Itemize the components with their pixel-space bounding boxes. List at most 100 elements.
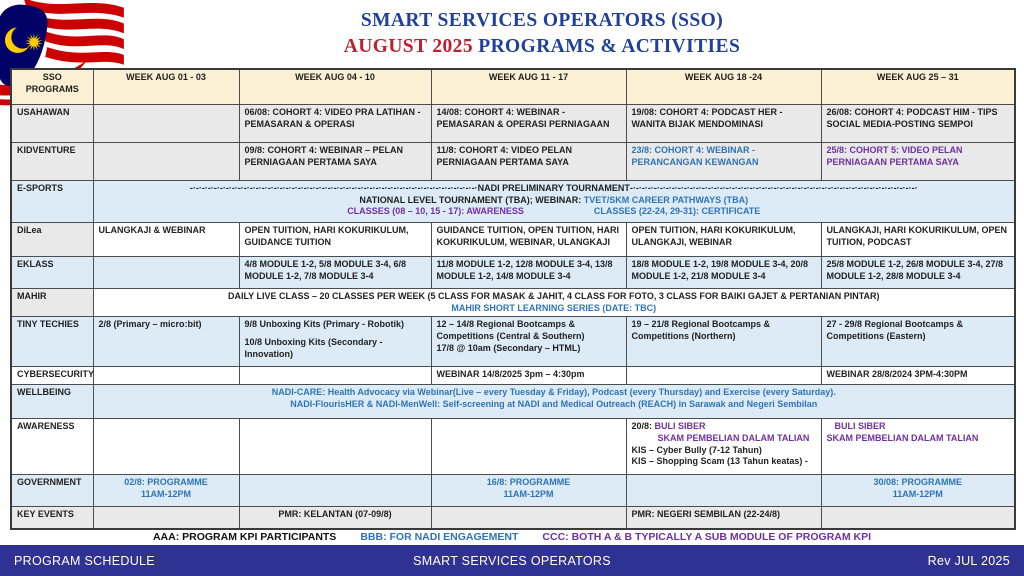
week-cell [820, 506, 1016, 530]
text-run: PMR: NEGERI SEMBILAN (22-24/8) [631, 509, 781, 520]
week-cell: 12 – 14/8 Regional Bootcamps & Competiti… [430, 316, 627, 368]
cell-line: 25/8: COHORT 5: VIDEO PELAN PERNIAGAAN P… [827, 145, 1010, 168]
week-cell: WEBINAR 28/8/2024 3PM-4:30PM [820, 366, 1016, 386]
cell-line: 19 – 21/8 Regional Bootcamps & Competiti… [632, 319, 816, 342]
week-cell: 2/8 (Primary – micro:bit) [92, 316, 240, 368]
table-row: KEY EVENTS PMR: KELANTAN (07-09/8) PMR: NE… [10, 506, 1016, 530]
text-run: WEBINAR 14/8/2025 3pm – 4:30pm [436, 369, 585, 380]
week-cell [625, 366, 822, 386]
cell-line: 11/8 MODULE 1-2, 12/8 MODULE 3-4, 13/8 M… [437, 259, 621, 282]
table-row: CYBERSECURITY WEBINAR 14/8/2025 3pm – 4:3… [10, 366, 1016, 386]
text-run: SKAM PEMBELIAN DALAM TALIAN [657, 433, 810, 444]
table-row: EKLASS 4/8 MODULE 1-2, 5/8 MODULE 3-4, 6/… [10, 256, 1016, 289]
program-label: WELLBEING [10, 384, 94, 420]
text-run: 18/8 MODULE 1-2, 19/8 MODULE 3-4, 20/8 M… [631, 259, 809, 281]
text-run: 14/08: COHORT 4: WEBINAR - PEMASARAN & O… [436, 107, 610, 129]
cell-line: WEBINAR 14/8/2025 3pm – 4:30pm [437, 369, 621, 381]
text-run: NADI-CARE: Health Advocacy via Webinar(L… [271, 387, 836, 398]
cell-line: BULI SIBER [827, 421, 1010, 433]
week-cell: 25/8 MODULE 1-2, 26/8 MODULE 3-4, 27/8 M… [820, 256, 1016, 289]
cell-line: 20/8: BULI SIBER [632, 421, 816, 433]
column-header: WEEK AUG 18 -24 [625, 68, 822, 105]
program-label: E-SPORTS [10, 180, 94, 223]
cell-line: 9/8 Unboxing Kits (Primary - Robotik) [245, 319, 426, 331]
text-run: WEBINAR 28/8/2024 3PM-4:30PM [826, 369, 968, 380]
text-run: 2/8 (Primary – micro:bit) [98, 319, 202, 330]
table-row: MAHIR DAILY LIVE CLASS – 20 CLASSES PER W… [10, 287, 1016, 318]
program-label: EKLASS [10, 256, 94, 289]
cell-line: 17/8 @ 10am (Secondary – HTML) [437, 343, 621, 355]
program-label: TINY TECHIES [10, 316, 94, 368]
week-cell: GUIDANCE TUITION, OPEN TUITION, HARI KOK… [430, 222, 627, 257]
cell-line: NADI-FlourisHER & NADI-MenWell: Self-scr… [99, 399, 1010, 411]
week-cell [92, 506, 240, 530]
week-cell: PMR: NEGERI SEMBILAN (22-24/8) [625, 506, 822, 530]
table-row: DiLea ULANGKAJI & WEBINAR OPEN TUITION, HA… [10, 222, 1016, 257]
text-run: BULI SIBER [654, 421, 706, 432]
cell-line: SKAM PEMBELIAN DALAM TALIAN [827, 433, 1010, 445]
text-run: -·-·-·-·-·-·-·-·-·-·-·-·-·-·-·-·-·-·-·-·… [189, 183, 478, 193]
table-row: AWARENESS 20/8: BULI SIBER SKAM PEMBELIAN … [10, 418, 1016, 476]
text-run: 19 – 21/8 Regional Bootcamps & Competiti… [631, 319, 771, 342]
week-cell [92, 142, 240, 181]
week-cell: 11/8: COHORT 4: VIDEO PELAN PERNIAGAAN P… [430, 142, 627, 181]
text-run: 11AM-12PM [140, 489, 192, 500]
cell-line: 30/08: PROGRAMME [827, 477, 1010, 489]
text-run: 02/8: PROGRAMME [124, 477, 208, 488]
week-cell: 27 - 29/8 Regional Bootcamps & Competiti… [820, 316, 1016, 368]
text-run: 16/8: PROGRAMME [486, 477, 571, 488]
cell-line: 19/08: COHORT 4: PODCAST HER - WANITA BI… [632, 107, 816, 130]
text-run: DAILY LIVE CLASS – 20 CLASSES PER WEEK (… [227, 291, 880, 301]
text-run: 17/8 @ 10am (Secondary – HTML) [436, 342, 581, 353]
week-cell [430, 506, 627, 530]
text-run: 12 – 14/8 Regional Bootcamps & Competiti… [436, 319, 585, 342]
program-label: GOVERNMENT [10, 474, 94, 508]
cell-line: PMR: NEGERI SEMBILAN (22-24/8) [632, 509, 816, 521]
text-run: 09/8: COHORT 4: WEBINAR – PELAN PERNIAGA… [244, 145, 404, 167]
week-cell: 9/8 Unboxing Kits (Primary - Robotik) 10/… [238, 316, 432, 368]
week-cell: 14/08: COHORT 4: WEBINAR - PEMASARAN & O… [430, 104, 627, 143]
week-cell [238, 418, 432, 476]
text-run: KIS – Cyber Bully (7-12 Tahun) [631, 444, 762, 455]
cell-line: ULANGKAJI, HARI KOKURIKULUM, OPEN TUITIO… [827, 225, 1010, 248]
text-run: PMR: KELANTAN (07-09/8) [278, 509, 392, 520]
page-title: SMART SERVICES OPERATORS (SSO) AUGUST 20… [70, 8, 1014, 61]
week-cell: BULI SIBER SKAM PEMBELIAN DALAM TALIAN [820, 418, 1016, 476]
program-label: USAHAWAN [10, 104, 94, 143]
table-row: WELLBEING NADI-CARE: Health Advocacy via … [10, 384, 1016, 420]
cell-line: 26/08: COHORT 4: PODCAST HIM - TIPS SOCI… [827, 107, 1010, 130]
cell-line: 25/8 MODULE 1-2, 26/8 MODULE 3-4, 27/8 M… [827, 259, 1010, 282]
week-cell: 19 – 21/8 Regional Bootcamps & Competiti… [625, 316, 822, 368]
week-cell: WEBINAR 14/8/2025 3pm – 4:30pm [430, 366, 627, 386]
week-cell [238, 366, 432, 386]
text-run: NADI PRELIMINARY TOURNAMENT [477, 183, 630, 193]
text-run: NADI-FlourisHER & NADI-MenWell: Self-scr… [290, 399, 818, 410]
legend-aaa: AAA: PROGRAM KPI PARTICIPANTS [152, 531, 337, 543]
cell-line: 09/8: COHORT 4: WEBINAR – PELAN PERNIAGA… [245, 145, 426, 168]
text-run: -·-·-·-·-·-·-·-·-·-·-·-·-·-·-·-·-·-·-·-·… [629, 183, 918, 193]
cell-line: WEBINAR 28/8/2024 3PM-4:30PM [827, 369, 1010, 381]
week-cell [92, 418, 240, 476]
cell-line: 18/8 MODULE 1-2, 19/8 MODULE 3-4, 20/8 M… [632, 259, 816, 282]
cell-line: 11/8: COHORT 4: VIDEO PELAN PERNIAGAAN P… [437, 145, 621, 168]
text-run: 06/08: COHORT 4: VIDEO PRA LATIHAN - PEM… [244, 107, 421, 129]
footer-center-label: SMART SERVICES OPERATORS [413, 553, 611, 568]
table-row: KIDVENTURE 09/8: COHORT 4: WEBINAR – PELA… [10, 142, 1016, 181]
cell-line: DAILY LIVE CLASS – 20 CLASSES PER WEEK (… [99, 291, 1010, 303]
table-row: TINY TECHIES 2/8 (Primary – micro:bit) 9/8… [10, 316, 1016, 368]
cell-line: 27 - 29/8 Regional Bootcamps & Competiti… [827, 319, 1010, 342]
text-run: TVET/SKM CAREER PATHWAYS (TBA) [583, 194, 749, 205]
text-run: 9/8 Unboxing Kits (Primary - Robotik) [244, 319, 405, 330]
program-label: KIDVENTURE [10, 142, 94, 181]
column-header: WEEK AUG 01 - 03 [92, 68, 240, 105]
text-run: OPEN TUITION, HARI KOKURIKULUM, GUIDANCE… [244, 225, 409, 247]
program-label: KEY EVENTS [10, 506, 94, 530]
text-run: OPEN TUITION, HARI KOKURIKULUM, ULANGKAJ… [631, 225, 796, 247]
legend-bbb: BBB: FOR NADI ENGAGEMENT [360, 531, 519, 543]
week-cell: PMR: KELANTAN (07-09/8) [238, 506, 432, 530]
week-cell [92, 256, 240, 289]
column-header: WEEK AUG 25 – 31 [820, 68, 1016, 105]
week-cell: 11/8 MODULE 1-2, 12/8 MODULE 3-4, 13/8 M… [430, 256, 627, 289]
week-cell [238, 474, 432, 508]
text-run: 27 - 29/8 Regional Bootcamps & Competiti… [826, 319, 964, 342]
